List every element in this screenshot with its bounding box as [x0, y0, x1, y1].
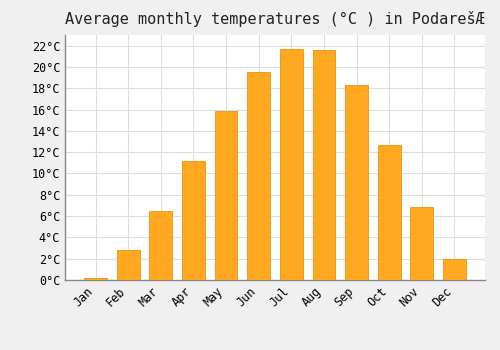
Bar — [214, 111, 238, 280]
Bar — [280, 49, 302, 280]
Bar — [443, 259, 466, 280]
Bar — [248, 72, 270, 280]
Bar — [150, 211, 172, 280]
Title: Average monthly temperatures (°C ) in PodarešÆ: Average monthly temperatures (°C ) in Po… — [65, 11, 485, 27]
Bar — [312, 50, 336, 280]
Bar — [378, 145, 400, 280]
Bar — [410, 206, 434, 280]
Bar — [84, 278, 107, 280]
Bar — [182, 161, 205, 280]
Bar — [116, 250, 140, 280]
Bar — [345, 85, 368, 280]
